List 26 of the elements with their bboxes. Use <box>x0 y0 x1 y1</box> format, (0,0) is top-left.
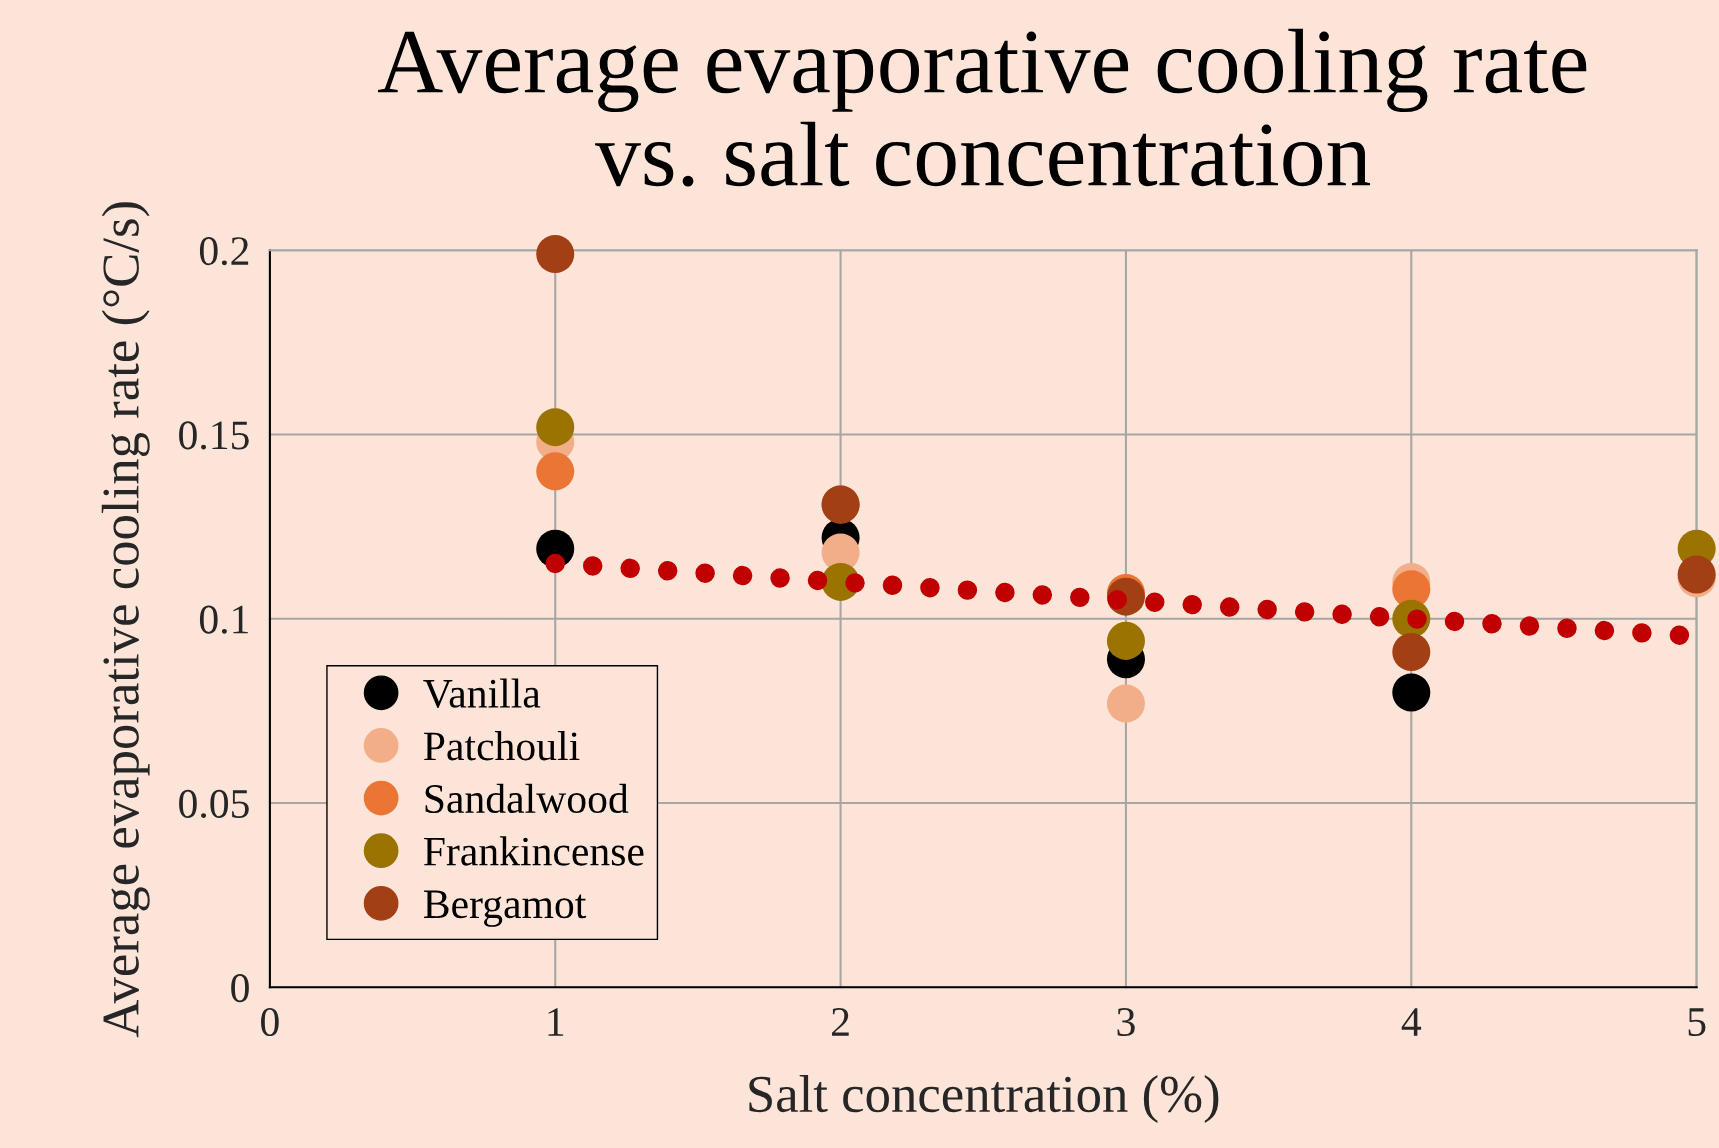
y-tick-label: 0.1 <box>199 605 248 634</box>
x-axis-title: Salt concentration (%) <box>749 1075 1219 1123</box>
x-tick-label: 4 <box>1401 1008 1422 1036</box>
x-tick-label: 1 <box>548 1008 564 1036</box>
legend-label: Vanilla <box>423 678 541 709</box>
x-tick-label: 5 <box>1688 1008 1706 1037</box>
point <box>1106 621 1145 660</box>
y-tick-label: 0.05 <box>179 789 249 819</box>
point <box>1392 673 1431 712</box>
chart-title: Average evaporative cooling rate vs. salt concentration <box>378 28 1587 187</box>
y-tick-label: 0 <box>231 974 249 1003</box>
point <box>536 408 575 447</box>
point <box>1392 632 1431 671</box>
y-axis-title: Average evaporative cooling rate (°C/s) <box>101 202 150 1038</box>
legend-label: Bergamot <box>423 890 587 927</box>
legend-label: Sandalwood <box>425 783 629 814</box>
y-tick-label: 0.15 <box>179 421 249 450</box>
legend-label: Frankincense <box>423 836 644 866</box>
x-tick-label: 0 <box>261 1007 279 1037</box>
point <box>1106 684 1145 723</box>
legend-label: Patchouli <box>423 731 580 761</box>
x-tick-label: 2 <box>832 1008 849 1036</box>
point <box>536 234 575 273</box>
x-tick-label: 3 <box>1117 1008 1135 1037</box>
point <box>536 452 575 491</box>
y-tick-label: 0.2 <box>199 237 249 266</box>
